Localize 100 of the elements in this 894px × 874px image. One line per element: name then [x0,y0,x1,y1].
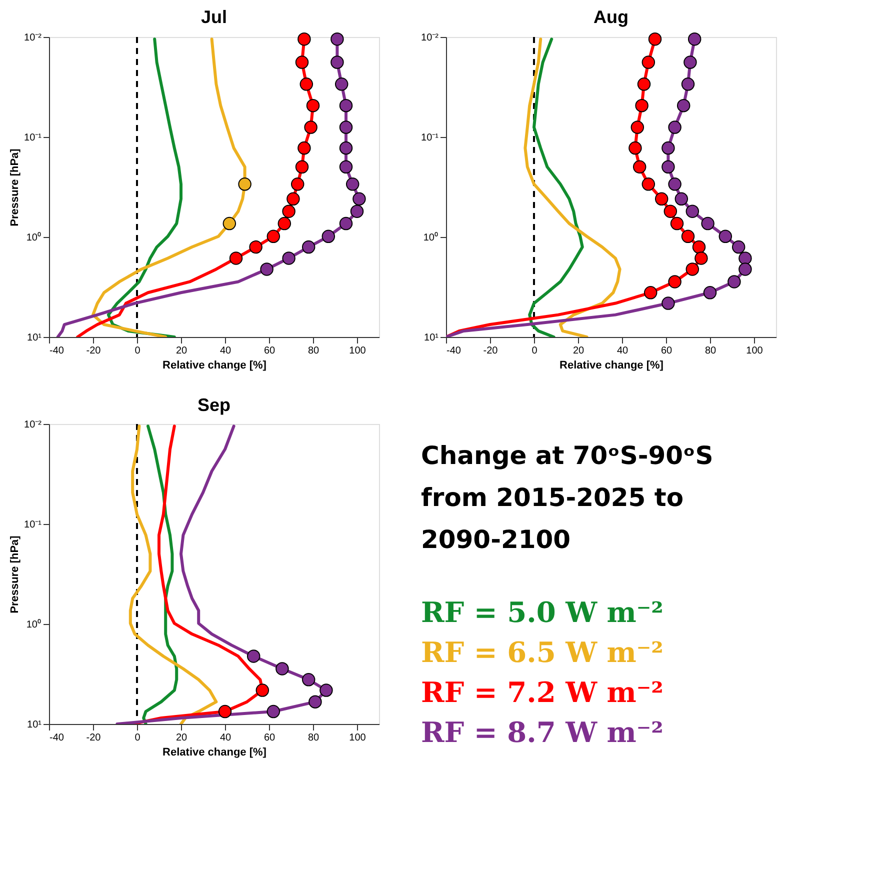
chart-title: Aug [594,6,628,27]
point [249,240,262,254]
point [642,56,656,69]
x-tick-label: 0 [134,732,141,744]
chart-title: Sep [197,395,231,415]
point [295,160,309,174]
text: RF = 7.2 W m⁻² [421,676,664,709]
point [648,32,662,46]
point [701,216,714,230]
point [637,78,651,91]
point [346,178,360,191]
line-series [528,38,584,337]
x-tick-label: 60 [264,732,276,744]
point [676,98,690,112]
point [339,120,353,134]
y-tick-label: 10⁰ [26,618,42,630]
point [635,98,648,112]
point [662,160,675,174]
text: RF = 5.0 W m⁻² [421,596,664,629]
point [686,204,700,218]
point [302,673,316,686]
x-tick-label: -20 [86,732,102,744]
y-tick-label: 10¹ [27,720,42,730]
point [718,230,732,243]
point [282,252,296,265]
point [738,252,752,265]
x-tick-label: 100 [746,346,764,356]
x-tick-label: 80 [308,346,320,356]
line-series [128,424,218,724]
point [339,141,353,155]
point [654,192,668,206]
point [222,216,236,230]
point [662,296,675,310]
x-tick-label: 100 [349,732,366,744]
x-tick-label: -40 [50,732,64,744]
x-tick-label: 40 [220,732,232,744]
x-axis-title: Relative change [%] [162,360,267,372]
point [352,192,366,206]
x-tick-label: 60 [264,346,276,356]
text: Change at 70ᵒS-90ᵒS from 2015-2025 to 2090-2100 [421,441,714,554]
x-tick-label: 40 [220,346,232,356]
point [681,230,695,243]
point [266,230,280,243]
point [642,178,656,191]
y-tick-label: 10¹ [424,332,440,344]
line-series [524,38,622,337]
point [334,78,348,91]
point [266,704,280,718]
x-tick-label: -40 [50,346,64,356]
point [298,141,311,155]
point [644,286,658,300]
point [668,120,682,134]
point [738,262,752,276]
point [320,684,333,697]
x-tick-label: 80 [704,346,716,356]
y-tick-label: 10⁻² [24,420,42,430]
point [290,178,304,191]
y-tick-label: 10⁻¹ [24,132,42,144]
x-tick-label: 0 [532,346,538,356]
point [300,78,314,91]
x-tick-label: 100 [349,346,366,356]
point [703,286,717,300]
x-tick-label: 20 [176,346,188,356]
point [662,141,675,155]
point [276,662,289,676]
x-tick-label: 20 [572,346,584,356]
x-tick-label: -40 [446,346,462,356]
point [278,216,292,230]
point [681,78,695,91]
x-tick-label: 60 [660,346,672,356]
x-tick-label: 20 [176,732,188,744]
point [218,704,232,718]
x-tick-label: -20 [86,346,102,356]
y-axis-title: Pressure [hPa] [9,148,22,226]
point [668,275,682,288]
point [632,160,646,174]
point [229,252,243,265]
point [339,216,353,230]
point [282,204,296,218]
y-tick-label: 10¹ [27,332,42,344]
x-tick-label: -20 [483,346,498,356]
point [330,56,344,69]
y-tick-label: 10⁻¹ [24,520,42,530]
point [670,216,684,230]
y-axis-title: Pressure [hPa] [9,535,22,614]
text: RF = 6.5 W m⁻² [421,636,664,669]
point [694,252,708,265]
point [330,32,344,46]
point [322,230,336,243]
point [298,32,311,46]
point [732,240,746,254]
y-tick-label: 10⁻² [421,32,440,44]
point [628,141,642,155]
chart-title: Jul [200,6,228,27]
point [686,262,700,276]
point [306,98,320,112]
point [304,120,318,134]
point [692,240,706,254]
point [246,650,260,663]
point [630,120,644,134]
